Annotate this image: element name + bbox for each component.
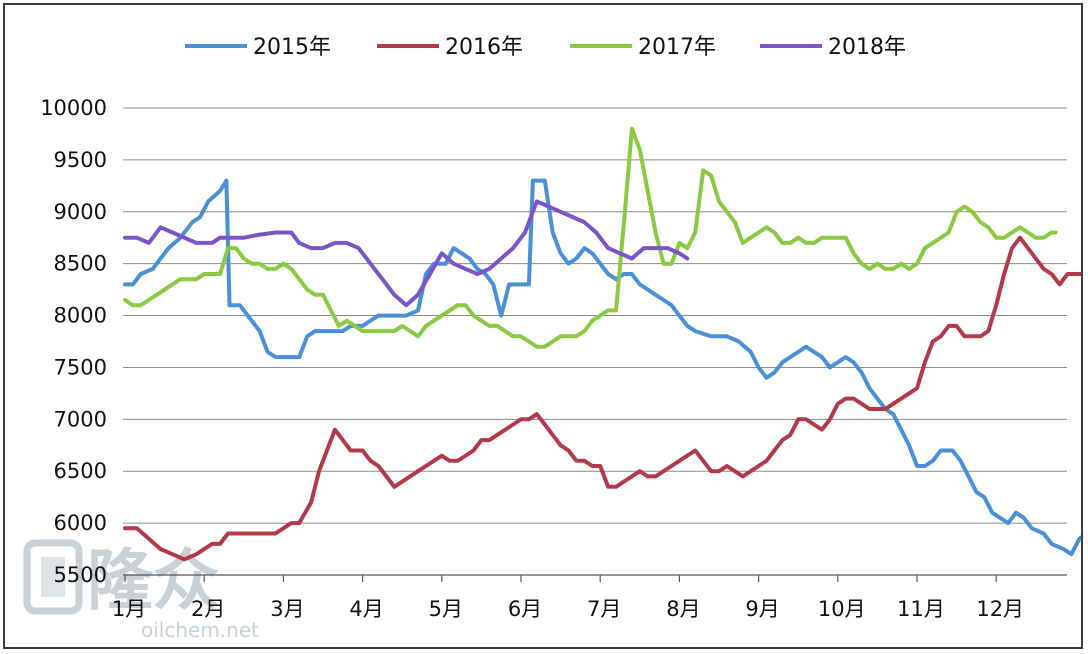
chart-frame: 隆众 oilchem.net 10000 9500 9000 8500 8000 7500… bbox=[3, 3, 1083, 649]
watermark-logo-mark bbox=[23, 539, 83, 615]
y-axis: 10000 9500 9000 8500 8000 7500 7000 6500 6000 550… bbox=[40, 96, 107, 587]
series-lines bbox=[123, 126, 1081, 562]
x-tick-label: 3月 bbox=[270, 597, 304, 621]
y-tick-label: 7000 bbox=[54, 407, 107, 431]
x-tick-label: 10月 bbox=[818, 597, 866, 621]
x-tick-label: 8月 bbox=[666, 597, 700, 621]
legend-label-4: 2018年 bbox=[828, 35, 906, 60]
series-line-1 bbox=[123, 178, 1081, 557]
legend-label-3: 2017年 bbox=[638, 35, 716, 60]
y-tick-label: 7500 bbox=[54, 355, 107, 379]
x-tick-label: 11月 bbox=[897, 597, 945, 621]
legend-label-1: 2015年 bbox=[253, 35, 331, 60]
series-line-2 bbox=[123, 235, 1081, 562]
series-line-3 bbox=[123, 126, 1058, 349]
watermark-site: oilchem.net bbox=[141, 618, 259, 642]
x-tick-label: 9月 bbox=[745, 597, 779, 621]
y-tick-label: 5500 bbox=[54, 563, 107, 587]
x-tick-label: 5月 bbox=[429, 597, 463, 621]
x-tick-label: 4月 bbox=[349, 597, 383, 621]
x-axis: 1月 2月 3月 4月 5月 6月 7月 8月 9月 10月 11月 12月 bbox=[112, 574, 1067, 621]
y-tick-label: 6500 bbox=[54, 459, 107, 483]
y-tick-label: 10000 bbox=[40, 96, 107, 120]
x-tick-label: 2月 bbox=[191, 597, 225, 621]
y-tick-label: 9500 bbox=[54, 148, 107, 172]
legend: 2015年 2016年 2017年 2018年 bbox=[185, 35, 906, 60]
x-tick-label: 12月 bbox=[976, 597, 1024, 621]
legend-label-2: 2016年 bbox=[445, 35, 523, 60]
y-tick-label: 6000 bbox=[54, 511, 107, 535]
line-chart: 隆众 oilchem.net 10000 9500 9000 8500 8000 7500… bbox=[23, 35, 1081, 642]
x-tick-label: 1月 bbox=[112, 597, 146, 621]
watermark: 隆众 oilchem.net bbox=[23, 539, 259, 642]
y-tick-label: 9000 bbox=[54, 200, 107, 224]
series-line-4 bbox=[123, 199, 690, 308]
watermark-logo-inner bbox=[41, 557, 65, 597]
x-tick-label: 7月 bbox=[587, 597, 621, 621]
x-tick-label: 6月 bbox=[508, 597, 542, 621]
y-tick-label: 8500 bbox=[54, 252, 107, 276]
y-tick-label: 8000 bbox=[54, 304, 107, 328]
